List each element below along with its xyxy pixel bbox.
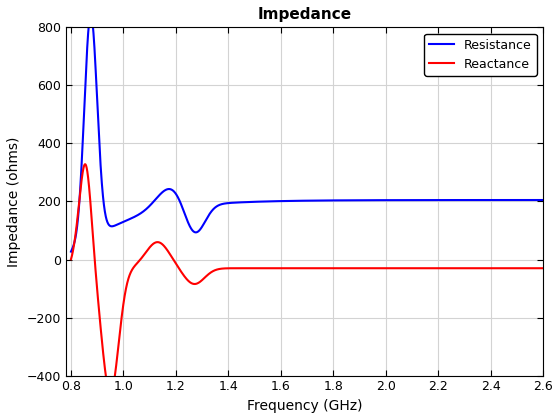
Resistance: [249, 200, 255, 205]
Resistance: [150, 200, 156, 205]
Y-axis label: Impedance (ohms): Impedance (ohms): [7, 136, 21, 267]
Reactance: [249, 266, 256, 271]
Reactance: [269, 266, 276, 271]
Resistance: [87, 12, 94, 17]
Resistance: [122, 218, 128, 223]
Line: Resistance: Resistance: [71, 14, 543, 252]
Reactance: [150, 241, 157, 247]
Line: Reactance: Reactance: [71, 164, 543, 393]
Reactance: [480, 266, 487, 271]
Title: Impedance: Impedance: [258, 7, 352, 22]
Resistance: [480, 197, 487, 202]
X-axis label: Frequency (GHz): Frequency (GHz): [247, 399, 362, 413]
Resistance: [531, 197, 538, 202]
Resistance: [269, 199, 276, 204]
Reactance: [122, 291, 128, 296]
Resistance: [68, 249, 74, 254]
Reactance: [540, 266, 547, 271]
Legend: Resistance, Reactance: Resistance, Reactance: [424, 34, 537, 76]
Reactance: [82, 162, 88, 167]
Reactance: [531, 266, 538, 271]
Reactance: [107, 391, 114, 396]
Reactance: [68, 257, 74, 262]
Resistance: [540, 197, 547, 202]
